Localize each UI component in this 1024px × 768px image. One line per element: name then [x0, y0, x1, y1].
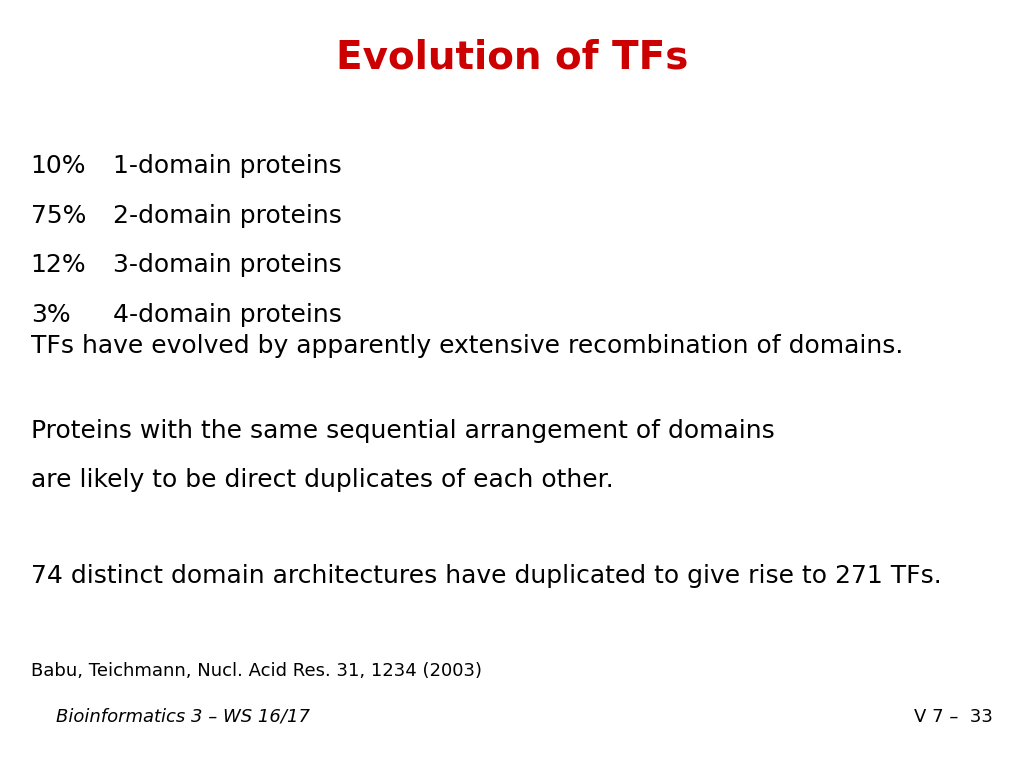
Text: 1-domain proteins: 1-domain proteins [113, 154, 341, 177]
Text: Proteins with the same sequential arrangement of domains: Proteins with the same sequential arrang… [31, 419, 774, 442]
Text: 75%: 75% [31, 204, 86, 227]
Text: V 7 –  33: V 7 – 33 [914, 708, 993, 726]
Text: 3%: 3% [31, 303, 71, 327]
Text: Babu, Teichmann, Nucl. Acid Res. 31, 1234 (2003): Babu, Teichmann, Nucl. Acid Res. 31, 123… [31, 662, 481, 680]
Text: 10%: 10% [31, 154, 86, 177]
Text: 12%: 12% [31, 253, 86, 277]
Text: Evolution of TFs: Evolution of TFs [336, 38, 688, 76]
Text: 2-domain proteins: 2-domain proteins [113, 204, 342, 227]
Text: TFs have evolved by apparently extensive recombination of domains.: TFs have evolved by apparently extensive… [31, 334, 903, 358]
Text: are likely to be direct duplicates of each other.: are likely to be direct duplicates of ea… [31, 468, 613, 492]
Text: Bioinformatics 3 – WS 16/17: Bioinformatics 3 – WS 16/17 [56, 708, 310, 726]
Text: 4-domain proteins: 4-domain proteins [113, 303, 342, 327]
Text: 74 distinct domain architectures have duplicated to give rise to 271 TFs.: 74 distinct domain architectures have du… [31, 564, 941, 588]
Text: 3-domain proteins: 3-domain proteins [113, 253, 341, 277]
